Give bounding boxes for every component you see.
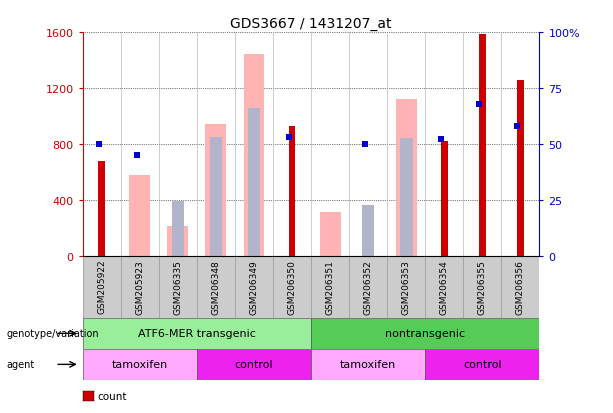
Bar [83,349,197,380]
Bar [479,34,485,256]
Bar [517,81,524,256]
Bar [425,349,539,380]
Bar [396,100,417,256]
Bar [210,138,223,256]
Bar [98,161,105,256]
Title: GDS3667 / 1431207_at: GDS3667 / 1431207_at [230,17,392,31]
Text: GSM206356: GSM206356 [516,259,525,314]
Text: genotype/variation: genotype/variation [6,328,99,339]
Bar [197,349,311,380]
Bar [167,227,188,256]
Text: count: count [97,392,127,401]
Text: GSM206352: GSM206352 [364,259,373,314]
Text: tamoxifen: tamoxifen [112,359,168,370]
Bar [83,318,311,349]
Bar [205,125,226,256]
Bar [319,213,341,256]
Bar [362,206,375,256]
Text: GSM205923: GSM205923 [135,259,144,314]
Text: control: control [235,359,273,370]
Text: GSM206351: GSM206351 [326,259,335,314]
Text: nontransgenic: nontransgenic [385,328,465,339]
Text: agent: agent [6,359,34,370]
Bar [248,108,261,256]
Bar [311,318,539,349]
Bar [172,202,184,256]
Bar [289,126,295,256]
Text: GSM206349: GSM206349 [249,259,259,314]
Text: GSM205922: GSM205922 [97,259,106,313]
Text: GSM206353: GSM206353 [402,259,411,314]
Bar [441,142,447,256]
Text: GSM206354: GSM206354 [440,259,449,314]
Bar [311,349,425,380]
Bar [129,175,150,256]
Bar [400,138,413,256]
Bar [243,55,264,256]
Text: control: control [463,359,501,370]
Text: GSM206335: GSM206335 [173,259,183,314]
Text: GSM206350: GSM206350 [287,259,297,314]
Text: GSM206355: GSM206355 [478,259,487,314]
Text: tamoxifen: tamoxifen [340,359,397,370]
Text: ATF6-MER transgenic: ATF6-MER transgenic [138,328,256,339]
Text: GSM206348: GSM206348 [211,259,221,314]
